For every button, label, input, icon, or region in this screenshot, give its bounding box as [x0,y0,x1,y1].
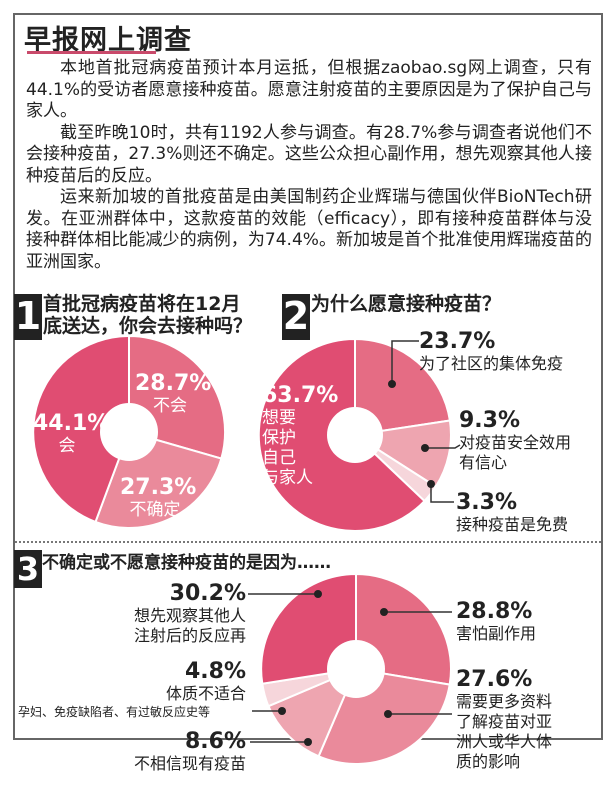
chart2-label-free: 3.3% 接种疫苗是免费 [456,490,569,535]
chart1-number-badge: 1 [14,294,42,340]
chart2-number-badge: 2 [282,294,310,340]
chart3-label-side-effects: 28.8% 害怕副作用 [456,599,537,644]
chart1-label-unsure: 27.3% 不确定 [120,475,197,521]
chart3-number-badge: 3 [14,550,42,588]
chart2-label-confidence: 9.3% 对疫苗安全效用 有信心 [459,408,572,473]
chart3-label-distrust: 8.6% 不相信现有疫苗 [133,729,246,774]
chart3-label-wait-see: 30.2% 想先观察其他人 注射后的反应再 [133,581,246,646]
intro-paragraph: 截至昨晚10时，共有1192人参与调查。有28.7%参与调查者说他们不会接种疫苗… [26,122,592,186]
chart3-label-more-info: 27.6% 需要更多资料 了解疫苗对亚 洲人或华人体 质的影响 [456,667,553,772]
section-divider [15,541,601,543]
chart1-label-no: 28.7% 不会 [135,371,212,417]
chart3-sublabel-unsuitable: 孕妇、免疫缺陷者、有过敏反应史等 [18,705,211,719]
chart1-title-line1: 首批冠病疫苗将在12月 [43,293,241,315]
chart1-title: 首批冠病疫苗将在12月 底送达，你会去接种吗？ [43,293,252,337]
chart2-slice-community [354,337,452,437]
chart2-title: 为什么愿意接种疫苗？ [311,293,502,315]
title-underline [27,51,156,54]
chart3-title: 不确定或不愿意接种疫苗的是因为…… [42,553,331,573]
intro-paragraph: 本地首批冠病疫苗预计本月运抵，但根据zaobao.sg网上调查，只有44.1%的… [26,58,592,121]
page-title: 早报网上调查 [24,25,192,56]
chart2-label-protect: 63.7% 想要 保护 自己 与家人 [262,383,339,489]
chart1-slice-yes [32,334,130,524]
chart2-label-community: 23.7% 为了社区的集体免疫 [419,329,564,374]
chart1-title-line2: 底送达，你会去接种吗？ [43,315,253,337]
chart1-label-yes: 44.1% 会 [33,411,110,457]
chart3-slice-distrust [267,667,358,758]
chart3-label-unsuitable: 4.8% 体质不适合 [165,659,246,704]
intro-text: 本地首批冠病疫苗预计本月运抵，但根据zaobao.sg网上调查，只有44.1%的… [26,58,592,273]
intro-paragraph: 运来新加坡的首批疫苗是由美国制药企业辉瑞与德国伙伴BioNTech研发。在亚洲群… [26,187,592,272]
